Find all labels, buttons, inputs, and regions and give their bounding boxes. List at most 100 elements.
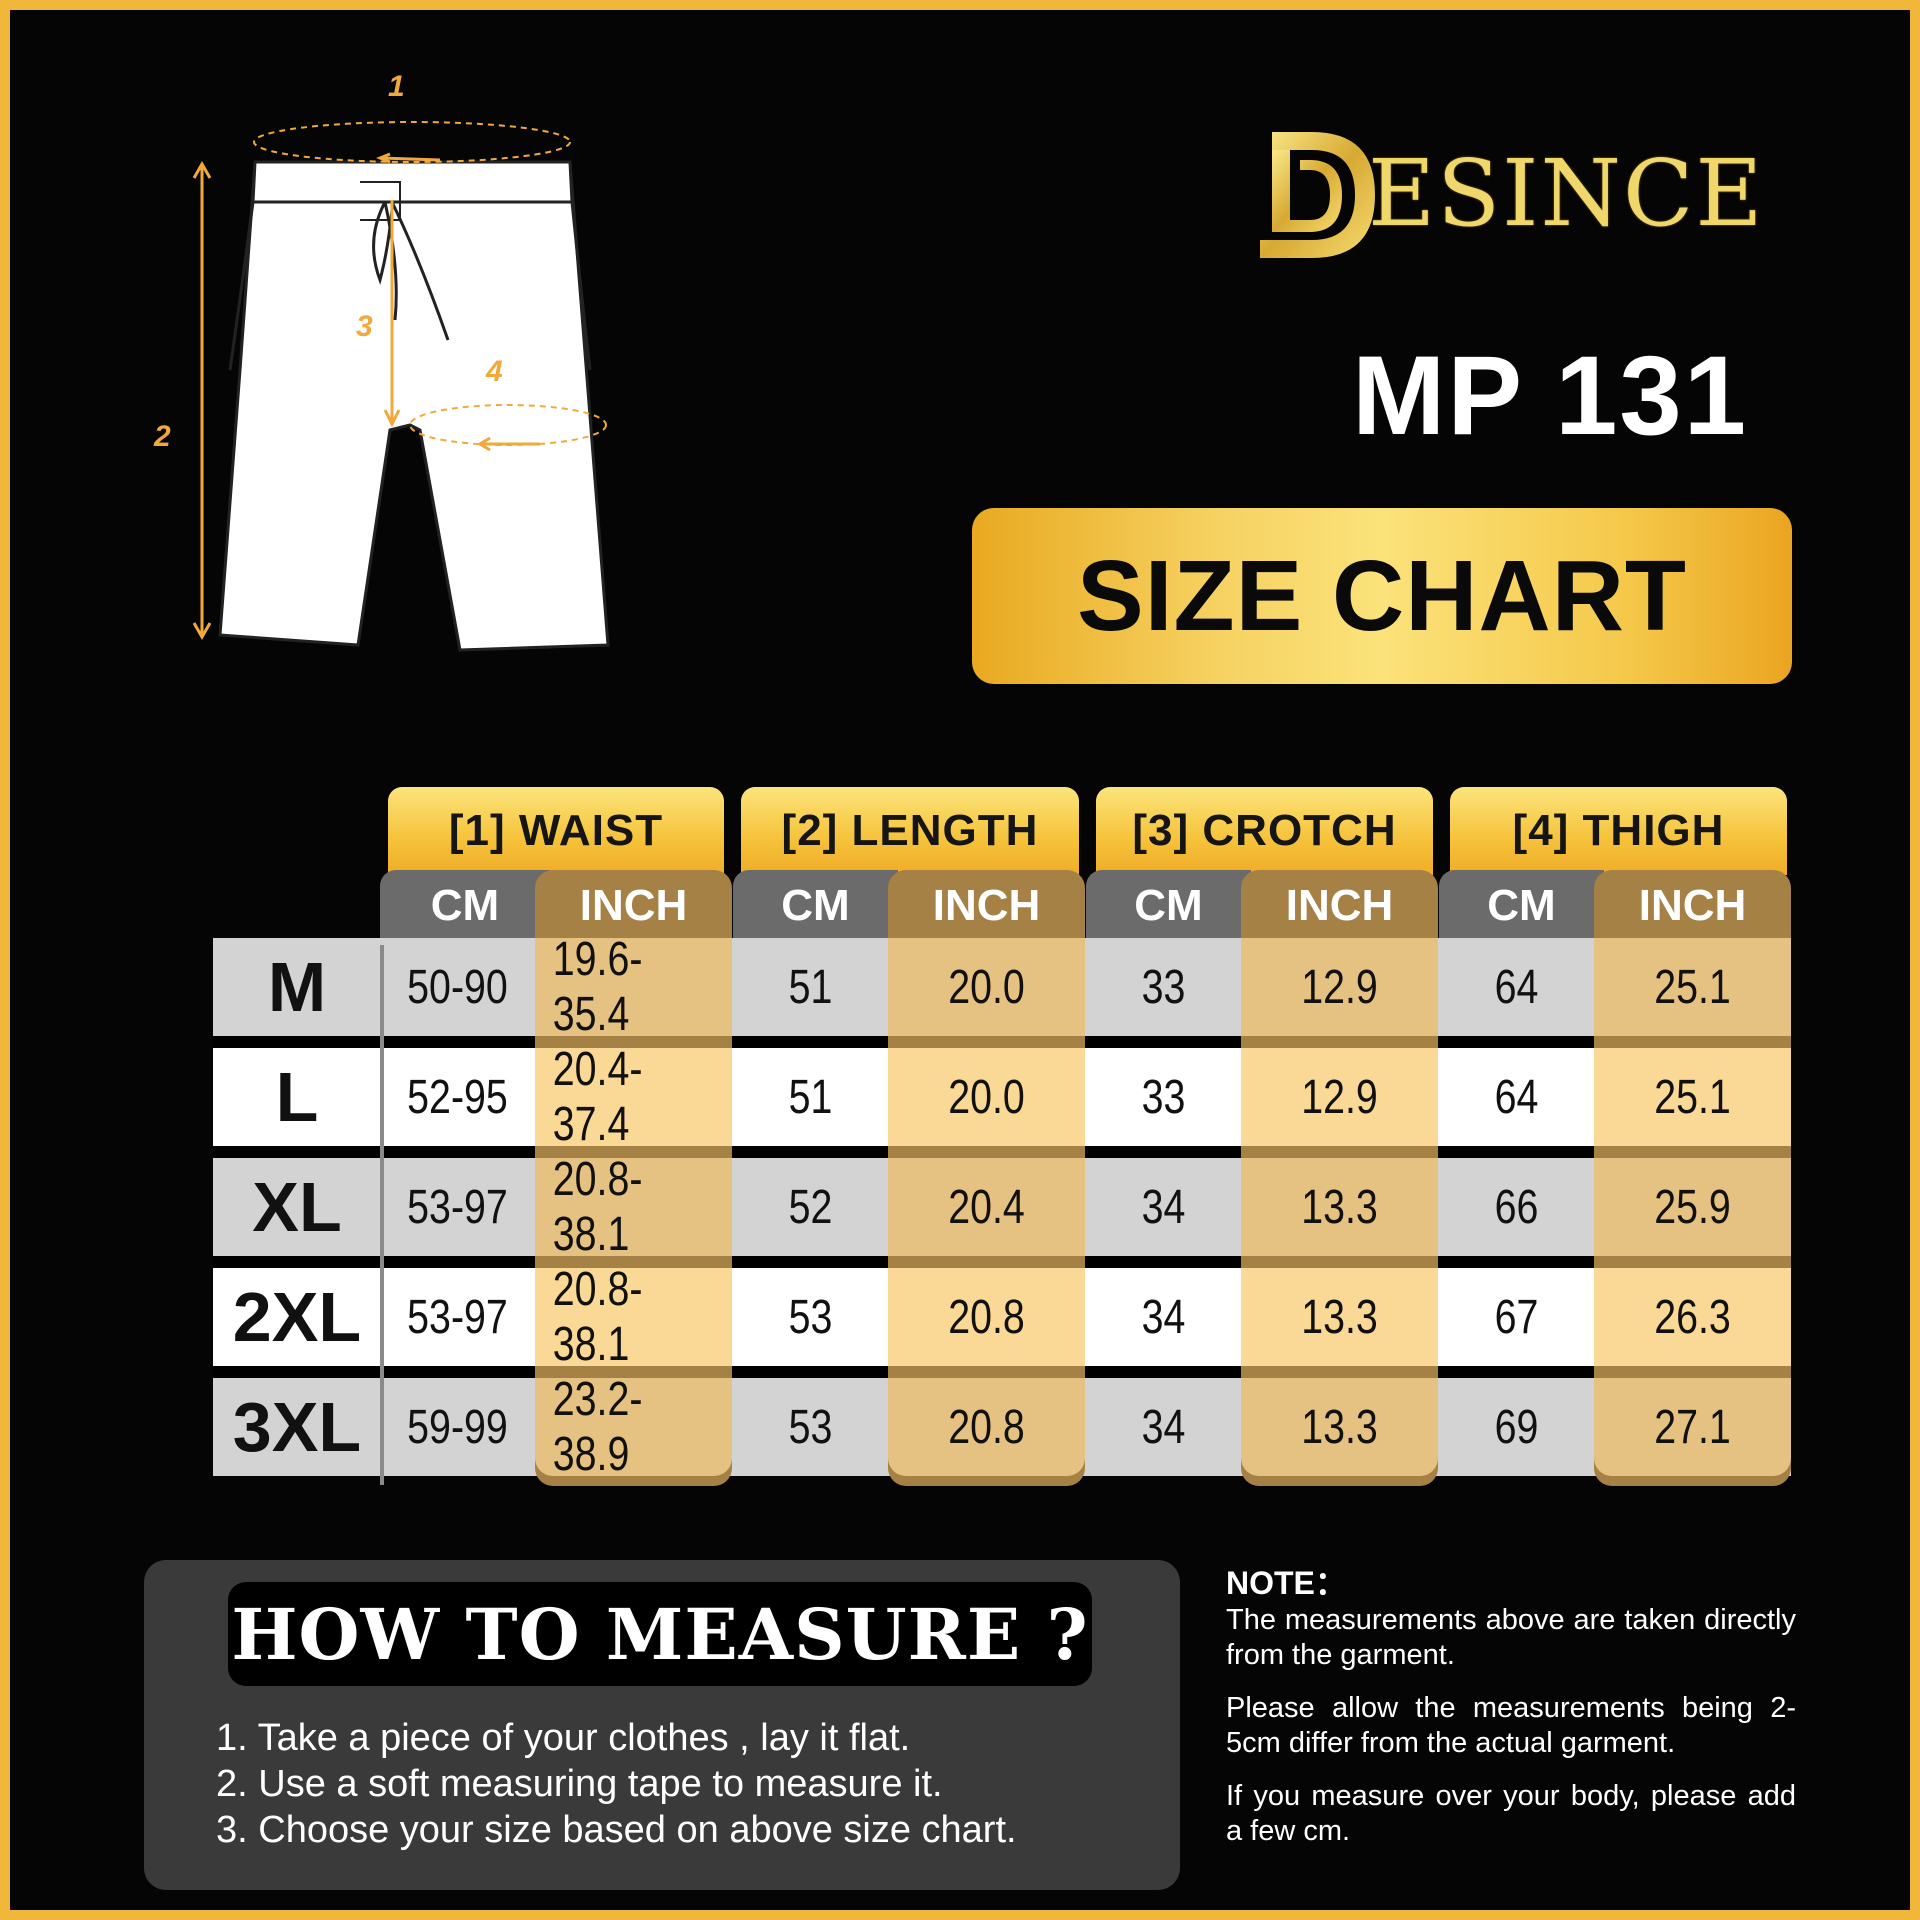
cell-thigh-in: 27.1 (1654, 1400, 1731, 1454)
cell-thigh-cm: 66 (1494, 1180, 1539, 1234)
crotch-cm-header: CM (1086, 870, 1251, 942)
inch-cell-bg (535, 938, 732, 1036)
cell-crotch-in: 12.9 (1301, 960, 1378, 1014)
cell-thigh-in: 26.3 (1654, 1290, 1731, 1344)
size-chart-title: SIZE CHART (1077, 539, 1687, 652)
inch-cell-bg (1594, 1378, 1791, 1476)
cell-thigh-cm: 69 (1494, 1400, 1539, 1454)
cell-crotch-in: 12.9 (1301, 1070, 1378, 1124)
shorts-diagram: 1 2 3 4 (130, 70, 630, 670)
table-row: M 50-90 19.6-35.4 51 20.0 33 12.9 64 25.1 (213, 933, 1791, 1041)
cell-waist-cm: 52-95 (407, 1070, 508, 1124)
length-cm-header: CM (733, 870, 898, 942)
cell-thigh-in: 25.9 (1654, 1180, 1731, 1234)
note-paragraph: Please allow the measurements being 2-5c… (1226, 1692, 1796, 1759)
inch-cell-bg (1241, 1048, 1438, 1146)
diagram-label-2: 2 (154, 420, 171, 453)
brand-d-icon (1260, 132, 1375, 258)
note-paragraph: The measurements above are taken directl… (1226, 1604, 1796, 1671)
table-row: L 52-95 20.4-37.4 51 20.0 33 12.9 64 25.1 (213, 1043, 1791, 1151)
cell-crotch-cm: 33 (1141, 1070, 1186, 1124)
size-label: L (275, 1058, 319, 1136)
cell-waist-in: 20.4-37.4 (552, 1043, 643, 1151)
cell-crotch-in: 13.3 (1301, 1290, 1378, 1344)
inch-cell-bg (1241, 1158, 1438, 1256)
inch-cell-bg (888, 1048, 1085, 1146)
note-title: NOTE： (1226, 1565, 1347, 1601)
inch-cell-bg (1594, 938, 1791, 1036)
cell-waist-cm: 53-97 (407, 1290, 508, 1344)
brand-logo: ESINCE (1250, 120, 1810, 270)
inch-cell-bg (1241, 1378, 1438, 1476)
cell-length-cm: 51 (788, 960, 833, 1014)
cell-crotch-in: 13.3 (1301, 1400, 1378, 1454)
model-number: MP 131 (1352, 333, 1748, 458)
cell-crotch-cm: 34 (1141, 1180, 1186, 1234)
cell-length-cm: 51 (788, 1070, 833, 1124)
how-to-measure-title: HOW TO MEASURE ? (228, 1582, 1092, 1686)
thigh-inch-header: INCH (1638, 881, 1747, 930)
inch-cell-bg (535, 1158, 732, 1256)
cell-length-in: 20.8 (948, 1400, 1025, 1454)
waist-cm-header: CM (380, 870, 550, 942)
note-paragraph: If you measure over your body, please ad… (1226, 1780, 1796, 1847)
table-row: XL 53-97 20.8-38.1 52 20.4 34 13.3 66 25.9 (213, 1153, 1791, 1261)
cell-waist-cm: 53-97 (407, 1180, 508, 1234)
diagram-label-4: 4 (486, 355, 503, 388)
inch-cell-bg (1241, 938, 1438, 1036)
inch-cell-bg (1241, 1268, 1438, 1366)
cell-crotch-cm: 34 (1141, 1400, 1186, 1454)
size-label: M (267, 948, 327, 1026)
waist-inch-header: INCH (579, 881, 688, 930)
length-inch-header: INCH (932, 881, 1041, 930)
crotch-inch-header: INCH (1285, 881, 1394, 930)
diagram-label-1: 1 (388, 70, 405, 103)
cell-length-in: 20.8 (948, 1290, 1025, 1344)
header-length: [2] LENGTH (741, 787, 1079, 875)
howto-step: 1. Take a piece of your clothes , lay it… (216, 1717, 911, 1759)
how-to-measure-steps: 1. Take a piece of your clothes , lay it… (216, 1715, 1017, 1853)
cell-waist-cm: 59-99 (407, 1400, 508, 1454)
cell-thigh-in: 25.1 (1654, 960, 1731, 1014)
cell-waist-in: 23.2-38.9 (552, 1373, 643, 1481)
size-chart-title-banner: SIZE CHART (972, 508, 1792, 684)
table-row: 3XL 59-99 23.2-38.9 53 20.8 34 13.3 69 27.1 (213, 1373, 1791, 1481)
diagram-label-3: 3 (356, 310, 373, 343)
inch-cell-bg (1594, 1158, 1791, 1256)
thigh-cm-header: CM (1439, 870, 1604, 942)
cell-thigh-cm: 64 (1494, 960, 1539, 1014)
inch-cell-bg (1594, 1048, 1791, 1146)
table-row: 2XL 53-97 20.8-38.1 53 20.8 34 13.3 67 26.3 (213, 1263, 1791, 1371)
inch-cell-bg (535, 1048, 732, 1146)
cell-waist-cm: 50-90 (407, 960, 508, 1014)
cell-waist-in: 20.8-38.1 (552, 1263, 643, 1371)
inch-cell-bg (535, 1268, 732, 1366)
how-to-measure-panel: HOW TO MEASURE ? 1. Take a piece of your… (144, 1560, 1180, 1890)
cell-crotch-cm: 33 (1141, 960, 1186, 1014)
size-label: XL (252, 1168, 342, 1246)
cell-length-in: 20.0 (948, 1070, 1025, 1124)
cell-length-cm: 53 (788, 1290, 833, 1344)
inch-cell-bg (1594, 1268, 1791, 1366)
cell-thigh-cm: 64 (1494, 1070, 1539, 1124)
inch-cell-bg (888, 938, 1085, 1036)
inch-cell-bg (888, 1378, 1085, 1476)
brand-name: ESINCE (1368, 140, 1765, 247)
cell-length-cm: 52 (788, 1180, 833, 1234)
cell-waist-in: 20.8-38.1 (552, 1153, 643, 1261)
header-crotch: [3] CROTCH (1096, 787, 1433, 875)
shorts-diagram-icon (192, 121, 610, 652)
size-column-divider (380, 945, 384, 1485)
cell-crotch-cm: 34 (1141, 1290, 1186, 1344)
header-waist: [1] WAIST (388, 787, 724, 875)
cell-length-in: 20.0 (948, 960, 1025, 1014)
note-section: NOTE： The measurements above are taken d… (1226, 1566, 1796, 1867)
cell-length-cm: 53 (788, 1400, 833, 1454)
inch-cell-bg (535, 1378, 732, 1476)
cell-length-in: 20.4 (948, 1180, 1025, 1234)
howto-step: 2. Use a soft measuring tape to measure … (216, 1763, 943, 1805)
inch-cell-bg (888, 1268, 1085, 1366)
cell-crotch-in: 13.3 (1301, 1180, 1378, 1234)
size-label: 2XL (232, 1278, 362, 1356)
